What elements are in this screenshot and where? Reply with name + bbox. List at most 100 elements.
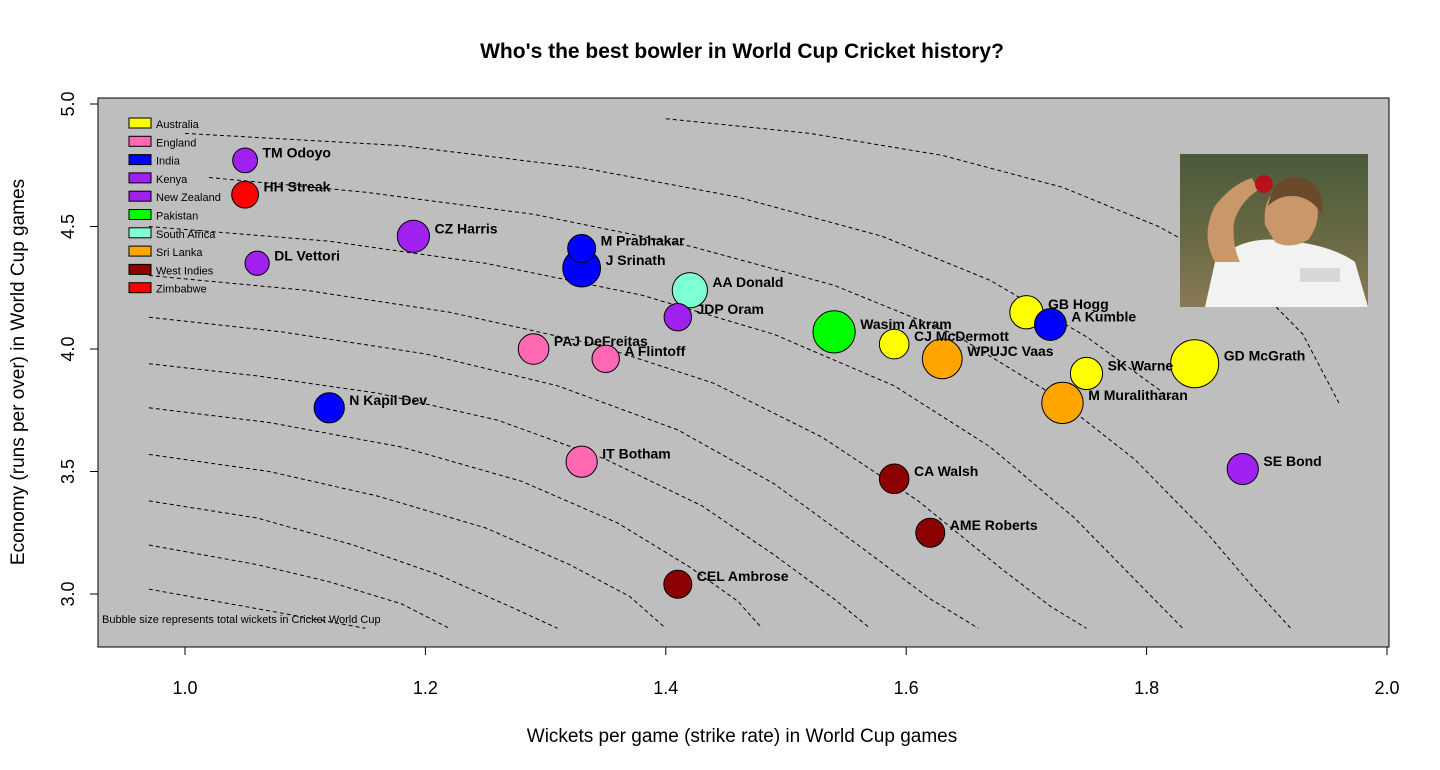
bubble-point (1069, 356, 1104, 391)
bubble-point (663, 302, 693, 332)
contour-line (148, 407, 763, 629)
bubble-label: N Kapil Dev (349, 392, 427, 408)
legend-label: New Zealand (156, 192, 221, 204)
contour-line (208, 177, 1292, 629)
bubble-label: Wasim Akram (860, 316, 952, 332)
y-tick-label: 4.5 (58, 214, 78, 239)
y-axis: 3.0 3.5 4.0 4.5 5.0 (58, 91, 99, 607)
bubble-label: J Srinath (606, 252, 666, 268)
contour-line (148, 275, 1087, 629)
legend-swatch (128, 172, 152, 184)
contour-line (148, 363, 871, 629)
bubble-point (878, 463, 910, 495)
legend-swatch (128, 245, 152, 257)
y-tick-label: 3.5 (58, 459, 78, 484)
bubble-label: SK Warne (1108, 358, 1174, 374)
bubble-label: M Prabhakar (601, 233, 686, 249)
legend-label: Kenya (156, 174, 188, 186)
bubble-label: CA Walsh (914, 463, 978, 479)
bubble-point (313, 392, 345, 424)
legend-swatch (128, 117, 152, 129)
bubble-point (1041, 381, 1084, 425)
legend: Australia England India Kenya New Zealand Pak… (128, 117, 221, 296)
bubble-label: AME Roberts (950, 517, 1038, 533)
bubble-point (231, 180, 260, 209)
bowler-photo (1180, 154, 1368, 307)
bubble-label: GB Hogg (1048, 296, 1109, 312)
bubble-point (567, 234, 597, 264)
contour-line (184, 132, 1171, 399)
legend-label: West Indies (156, 265, 214, 277)
contour-line (148, 453, 667, 629)
x-axis-label: Wickets per game (strike rate) in World … (527, 726, 957, 747)
bubble-point (1226, 452, 1259, 486)
legend-label: South Africa (156, 229, 216, 241)
bubble-label: M Muralitharan (1088, 387, 1188, 403)
bubble-point (517, 333, 550, 365)
bubble-point (244, 250, 270, 276)
x-tick-label: 1.0 (172, 678, 197, 698)
bubble-point (663, 569, 693, 599)
bubble-label: CZ Harris (435, 220, 498, 236)
legend-swatch (128, 190, 152, 202)
bubble-point (671, 272, 708, 309)
bubble-label: HH Streak (264, 179, 331, 195)
x-tick-label: 1.4 (653, 678, 678, 698)
contour-line (665, 118, 1340, 404)
bubble-label: A Flintoff (624, 343, 685, 359)
bubble-point (232, 147, 259, 174)
legend-swatch (128, 209, 152, 220)
x-tick-label: 1.2 (413, 678, 438, 698)
bubble-point (878, 328, 910, 360)
contour-line (148, 500, 558, 629)
bubble-label: PAJ DeFreitas (554, 333, 648, 349)
bubble-label: DL Vettori (274, 247, 340, 263)
legend-label: India (156, 156, 181, 168)
bubble-label: CJ McDermott (914, 328, 1009, 344)
contour-line (148, 588, 366, 629)
bubble-label: A Kumble (1071, 309, 1136, 325)
contour-lines (148, 118, 1340, 629)
bubble-label: WPUJC Vaas (967, 343, 1054, 359)
bubble-point (1034, 308, 1067, 341)
bubble-point (565, 445, 598, 478)
y-tick-label: 3.0 (58, 581, 78, 606)
bubble-layer (231, 147, 1259, 599)
legend-swatch (128, 263, 152, 275)
legend-label: Zimbabwe (156, 284, 207, 296)
legend-label: Australia (156, 119, 200, 131)
x-tick-label: 1.6 (894, 678, 919, 698)
x-tick-label: 2.0 (1374, 678, 1399, 698)
bubble-point (591, 344, 620, 373)
y-tick-label: 5.0 (58, 91, 78, 116)
bubble-point (915, 517, 946, 548)
bubble-label: IT Botham (602, 446, 670, 462)
bubble-size-note: Bubble size represents total wickets in … (102, 614, 381, 626)
legend-swatch (128, 282, 152, 294)
y-axis-label: Economy (runs per over) in World Cup gam… (8, 179, 29, 565)
legend-label: Pakistan (156, 211, 198, 223)
x-axis: 1.0 1.2 1.4 1.6 1.8 2.0 (172, 646, 1400, 698)
legend-swatch (128, 154, 152, 166)
contour-line (148, 226, 1184, 629)
legend-swatch (128, 227, 152, 239)
bubble-label: GD McGrath (1224, 348, 1306, 364)
bubble-point (1170, 339, 1220, 389)
x-tick-label: 1.8 (1134, 678, 1159, 698)
bubble-label: CEL Ambrose (697, 568, 789, 584)
y-tick-label: 4.0 (58, 336, 78, 361)
legend-label: England (156, 137, 196, 149)
bubble-label: TM Odoyo (263, 144, 331, 160)
bubble-point (921, 338, 963, 380)
chart-title: Who's the best bowler in World Cup Crick… (480, 40, 1004, 63)
contour-line (148, 544, 450, 629)
legend-label: Sri Lanka (156, 247, 203, 259)
legend-swatch (128, 135, 152, 147)
bubble-label: AA Donald (712, 274, 783, 290)
bubble-label: SE Bond (1263, 453, 1321, 469)
bubble-labels: TM Odoyo HH Streak DL Vettori CZ Harris M Pr… (263, 144, 1322, 584)
bubble-point (812, 310, 856, 354)
bubble-point (396, 219, 430, 253)
bubble-label: JDP Oram (697, 301, 764, 317)
